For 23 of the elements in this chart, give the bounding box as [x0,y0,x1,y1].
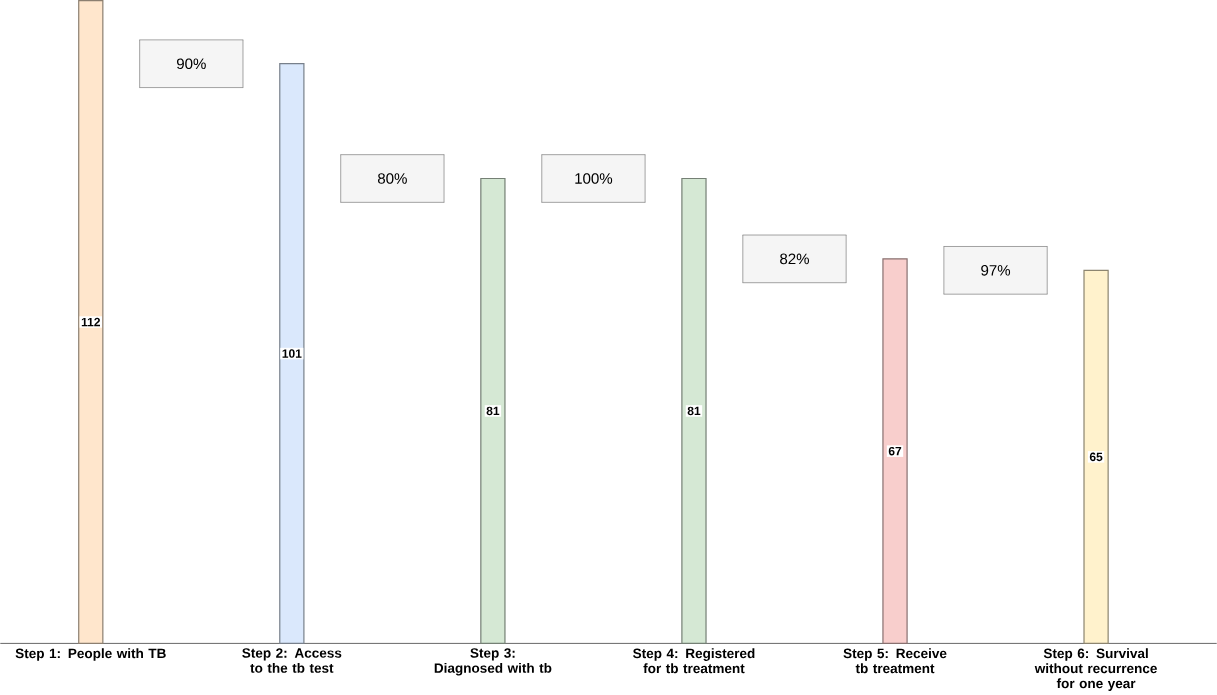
annotation: 97% [981,264,1011,276]
bar [480,177,506,644]
bar [681,177,707,644]
annotation: 80% [377,172,407,184]
x-tick-label: Step 6: Survival without recurrence for one year [1034,648,1157,691]
data-label: 81 [687,406,701,415]
data-label: 81 [486,406,500,415]
x-tick-label: Step 3: Diagnosed with tb [434,647,552,676]
bar [279,62,305,644]
bar [78,0,104,644]
x-tick-label: Step 4: Registered for tb treatment [633,648,755,673]
x-tick-label: Step 1: People with TB [15,648,166,661]
bar [1083,269,1109,644]
x-tick-label: Step 2: Access to the tb test [242,647,342,673]
data-label: 67 [888,446,902,456]
annotation: 90% [176,58,206,69]
data-label: 112 [81,317,100,326]
annotation: 100% [575,172,613,184]
x-tick-label: Step 5: Receive tb treatment [843,648,947,673]
data-label: 65 [1089,452,1103,461]
bar [882,258,908,644]
data-label: 101 [282,349,302,358]
annotation: 82% [780,253,810,264]
